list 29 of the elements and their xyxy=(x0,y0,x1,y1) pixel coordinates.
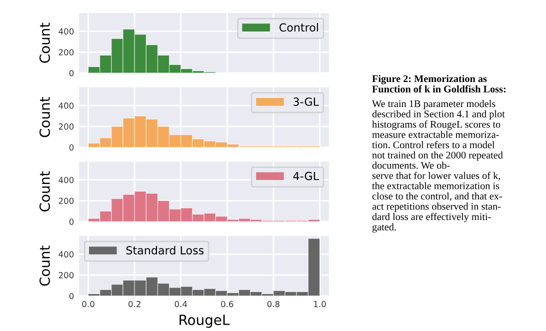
y-tick-label: 400 xyxy=(58,102,74,109)
y-tick-label: 0 xyxy=(69,218,74,225)
y-tick-label: 400 xyxy=(58,28,74,35)
legend-label: Control xyxy=(279,23,318,32)
y-tick-label: 200 xyxy=(58,198,74,204)
x-tick-label: 0.4 xyxy=(174,300,188,308)
x-tick-label: 0.6 xyxy=(221,300,234,308)
x-tick-label: 0.2 xyxy=(128,300,140,308)
y-axis-title: Count xyxy=(39,97,50,138)
legend-label: Standard Loss xyxy=(126,246,204,254)
x-tick-label: 1.0 xyxy=(314,300,326,308)
caption: Figure 2: Memorization as Function of k in Goldfish Loss: xyxy=(372,75,506,93)
text: We train 1B parameter models described in Section 4.1 and plot histograms of RougeL scores to measure extractable memoriza- tion. Control refers to a model not trained on the 2000 repeated documents. We ob- serve that for lower values of k, the extractable memorization is close to the control, and that ex- act repetitions observed in stan- dard loss are effectively miti- gated. xyxy=(372,100,505,233)
y-tick-label: 0 xyxy=(69,292,74,300)
x-tick-label: 0.8 xyxy=(267,300,280,308)
x-axis-title: RougeL xyxy=(180,314,230,328)
y-tick-label: 0 xyxy=(69,144,74,151)
y-axis-title: Count xyxy=(39,171,50,212)
y-tick-label: 200 xyxy=(58,49,74,56)
y-axis-title: Count xyxy=(39,246,50,286)
y-tick-label: 200 xyxy=(58,123,74,130)
y-tick-label: 400 xyxy=(58,251,74,258)
y-tick-label: 0 xyxy=(69,70,74,76)
y-tick-label: 200 xyxy=(58,272,74,278)
legend-label: 4-GL xyxy=(293,172,319,180)
y-axis-title: Count xyxy=(39,22,50,63)
y-tick-label: 400 xyxy=(58,176,74,184)
legend-label: 3-GL xyxy=(294,97,319,106)
x-tick-label: 0.0 xyxy=(82,300,94,308)
